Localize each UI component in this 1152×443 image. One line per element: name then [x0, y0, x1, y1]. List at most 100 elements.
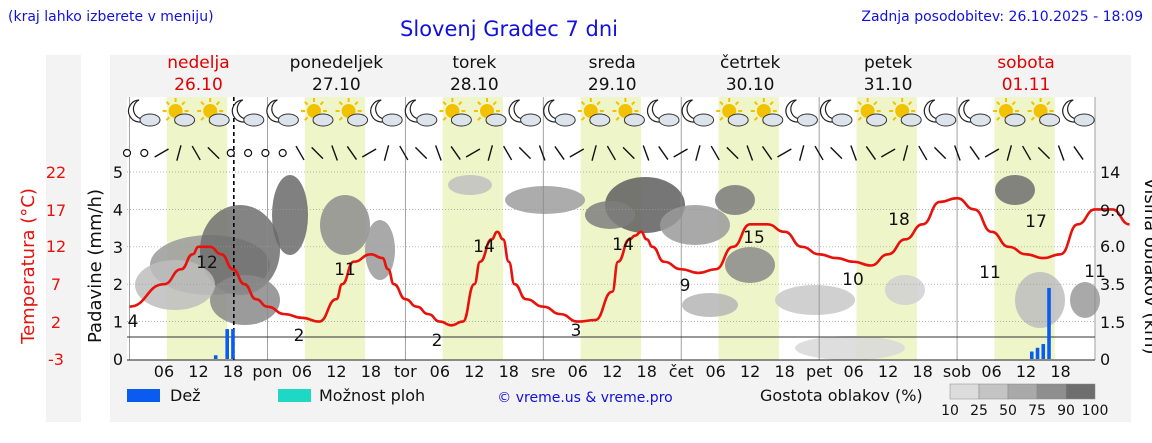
temperature-label: 12	[196, 253, 218, 273]
cloud-shape	[831, 113, 853, 127]
day-name: petek	[864, 53, 912, 73]
cloud-shape	[243, 113, 265, 127]
wind-arrow-icon	[383, 145, 390, 161]
sun-ray	[734, 101, 740, 106]
x-tick-label: 06	[430, 362, 450, 381]
calm-wind-icon	[122, 148, 132, 158]
x-tick-label: 12	[602, 362, 622, 381]
wind-arrow-icon	[1006, 145, 1013, 161]
sun-ray	[477, 101, 482, 106]
temperature-label: 10	[842, 270, 864, 290]
sun-ray	[1030, 116, 1035, 121]
sun-cloud-icon	[197, 98, 230, 127]
wind-arrow-icon	[502, 145, 513, 161]
wind-arrow-icon	[642, 145, 650, 161]
sun-cloud-icon	[301, 98, 334, 127]
wind-arrow-icon	[331, 145, 338, 161]
day-date: 27.10	[312, 75, 361, 95]
day-date: 01.11	[1002, 75, 1051, 95]
sun-cloud-icon	[716, 98, 749, 127]
cloud-shape	[208, 113, 230, 127]
cloud-shape	[312, 113, 334, 127]
temperature-label: 17	[1025, 212, 1047, 232]
moon-cloud-icon	[370, 99, 403, 127]
moon-cloud-icon	[404, 99, 438, 127]
sun-cloud-icon	[889, 98, 922, 127]
sun-ray	[304, 116, 309, 121]
temperature-label: 18	[888, 210, 910, 230]
wind-arrow-icon	[761, 146, 773, 160]
sun-ray	[892, 101, 897, 106]
cloud-density-label: Gostota oblakov (%)	[760, 386, 923, 405]
left-axis-panel	[46, 55, 81, 422]
wind-arrow-icon	[673, 148, 688, 158]
sun-ray	[631, 101, 636, 106]
temperature-label: 3	[571, 321, 582, 341]
x-tick-label: 18	[499, 362, 519, 381]
sun-ray	[200, 101, 205, 106]
wind-arrow-icon	[954, 145, 961, 161]
temperature-tick: 7	[51, 275, 61, 294]
rain-bar	[213, 355, 218, 359]
sun-ray	[477, 116, 482, 121]
cloud-shape	[139, 113, 161, 127]
sun-ray	[319, 101, 324, 106]
cloud-density-tick: 90	[1057, 403, 1075, 419]
x-tick-label: 12	[326, 362, 346, 381]
rain-bar	[225, 329, 229, 359]
x-tick-label: 06	[706, 362, 726, 381]
sun-cloud-icon	[1027, 98, 1061, 127]
sun-ray	[304, 101, 309, 106]
wind-arrow-icon	[984, 148, 1000, 158]
rain-bar	[1035, 347, 1040, 359]
sun-ray	[165, 116, 170, 121]
x-tick-label: 18	[774, 362, 794, 381]
temperature-tick: 17	[46, 201, 66, 220]
precipitation-tick: 2	[113, 275, 123, 294]
cloud-patch-19	[1070, 282, 1100, 318]
cloud-density-tick: 10	[941, 403, 959, 419]
wind-arrows-row	[122, 145, 1084, 161]
wind-arrow-icon	[435, 145, 442, 161]
wind-arrow-icon	[295, 145, 305, 161]
showers-legend-label: Možnost ploh	[319, 386, 425, 405]
rain-legend-swatch	[127, 389, 160, 402]
temperature-line	[129, 196, 1130, 327]
cloud-patch-2	[210, 275, 280, 325]
precipitation-tick: 1	[113, 313, 123, 332]
x-tick-label: tor	[394, 362, 417, 381]
moon-cloud-icon	[819, 99, 853, 127]
cloud-shape	[900, 113, 922, 127]
cloud-patch-17	[995, 175, 1035, 205]
rain-bar	[1041, 344, 1046, 359]
x-tick-label: 06	[292, 362, 312, 381]
region-hint[interactable]: (kraj lahko izberete v meniju)	[8, 9, 214, 25]
sun-cloud-icon	[993, 98, 1026, 127]
sun-ray	[580, 101, 586, 106]
wind-arrow-icon	[695, 145, 701, 161]
cloud-patch-13	[725, 247, 775, 283]
sun-ray	[580, 116, 586, 121]
cloud-height-tick: 14	[1100, 163, 1120, 182]
wind-arrow-icon	[798, 145, 805, 161]
x-tick-label: 18	[637, 362, 657, 381]
temperature-series-line	[129, 196, 1130, 327]
day-name: četrtek	[720, 53, 781, 73]
sun-ray	[442, 101, 447, 106]
credit-link[interactable]: © vreme.us & vreme.pro	[497, 390, 672, 406]
wind-arrow-icon	[746, 145, 754, 161]
rain-bar	[1029, 351, 1034, 359]
sun-ray	[492, 101, 497, 106]
x-tick-label: 12	[740, 362, 760, 381]
moon-cloud-icon	[508, 99, 542, 127]
wind-arrow-icon	[399, 145, 409, 161]
wind-arrow-icon	[538, 145, 546, 161]
moon-cloud-icon	[681, 99, 715, 127]
cloud-patch-4	[272, 175, 308, 255]
wind-arrow-icon	[918, 145, 928, 161]
cloud-patch-15	[775, 285, 855, 315]
wind-arrow-icon	[569, 148, 585, 158]
x-tick-label: 12	[878, 362, 898, 381]
